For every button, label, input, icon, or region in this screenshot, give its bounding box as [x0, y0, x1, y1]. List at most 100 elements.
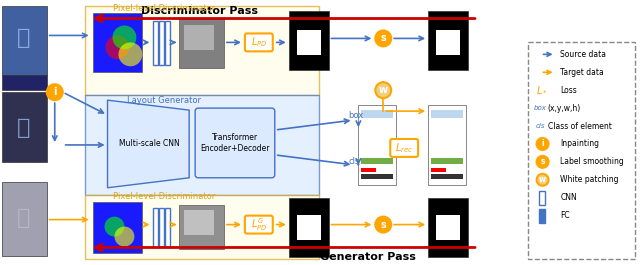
FancyBboxPatch shape [362, 168, 376, 172]
FancyBboxPatch shape [436, 28, 460, 58]
FancyBboxPatch shape [431, 168, 446, 172]
FancyBboxPatch shape [436, 55, 460, 60]
Text: Class of element: Class of element [548, 122, 611, 131]
Text: s: s [380, 220, 386, 229]
FancyBboxPatch shape [431, 174, 463, 179]
FancyBboxPatch shape [297, 28, 321, 58]
FancyBboxPatch shape [527, 42, 635, 259]
Circle shape [104, 217, 124, 237]
FancyBboxPatch shape [297, 210, 321, 215]
FancyBboxPatch shape [362, 158, 393, 164]
FancyBboxPatch shape [154, 208, 158, 248]
Circle shape [375, 217, 391, 233]
Circle shape [118, 42, 142, 66]
Text: CNN: CNN [561, 193, 577, 202]
Text: box: box [348, 111, 364, 120]
FancyBboxPatch shape [184, 25, 214, 50]
FancyBboxPatch shape [436, 25, 460, 30]
Text: Multi-scale CNN: Multi-scale CNN [119, 139, 180, 148]
Text: Inpainting: Inpainting [561, 139, 600, 148]
Text: Loss: Loss [561, 86, 577, 95]
Text: s: s [540, 157, 545, 166]
Circle shape [47, 84, 63, 100]
Text: $L_{rec}$: $L_{rec}$ [395, 141, 413, 155]
Text: Transformer
Encoder+Decoder: Transformer Encoder+Decoder [200, 133, 269, 153]
Text: s: s [380, 33, 386, 43]
Text: 人: 人 [17, 28, 31, 48]
Text: FC: FC [561, 211, 570, 220]
Text: cls: cls [536, 123, 545, 129]
Circle shape [106, 36, 129, 59]
FancyBboxPatch shape [84, 95, 319, 195]
Text: Layout Generator: Layout Generator [127, 96, 201, 105]
FancyBboxPatch shape [362, 110, 393, 118]
Text: i: i [541, 139, 544, 148]
FancyBboxPatch shape [179, 19, 224, 68]
FancyBboxPatch shape [436, 210, 460, 215]
Text: Target data: Target data [561, 68, 604, 77]
Text: w: w [539, 175, 546, 184]
Text: 人: 人 [17, 207, 31, 228]
FancyBboxPatch shape [431, 110, 463, 118]
Circle shape [115, 227, 134, 246]
Text: w: w [379, 85, 388, 95]
Text: i: i [53, 87, 56, 97]
FancyBboxPatch shape [289, 198, 328, 257]
Text: (x,y,w,h): (x,y,w,h) [548, 104, 580, 113]
FancyBboxPatch shape [539, 209, 545, 223]
FancyBboxPatch shape [358, 105, 396, 185]
FancyBboxPatch shape [297, 212, 321, 244]
FancyBboxPatch shape [362, 174, 393, 179]
FancyBboxPatch shape [289, 11, 328, 70]
FancyBboxPatch shape [2, 6, 47, 75]
FancyBboxPatch shape [184, 210, 214, 235]
Text: box: box [534, 105, 547, 111]
Circle shape [536, 138, 548, 150]
Circle shape [113, 25, 136, 49]
FancyBboxPatch shape [84, 195, 319, 259]
Polygon shape [108, 100, 189, 188]
FancyBboxPatch shape [297, 25, 321, 30]
Circle shape [375, 82, 391, 98]
Text: Discriminator Pass: Discriminator Pass [141, 6, 258, 16]
FancyBboxPatch shape [165, 20, 170, 65]
Text: White patching: White patching [561, 175, 619, 184]
Circle shape [536, 174, 548, 186]
Circle shape [375, 30, 391, 46]
FancyBboxPatch shape [436, 240, 460, 245]
FancyBboxPatch shape [436, 212, 460, 244]
FancyBboxPatch shape [93, 202, 142, 253]
Text: Pixel-level Discriminator: Pixel-level Discriminator [113, 4, 216, 13]
FancyBboxPatch shape [165, 208, 170, 248]
Text: Label smoothing: Label smoothing [561, 157, 624, 166]
FancyBboxPatch shape [431, 158, 463, 164]
FancyBboxPatch shape [428, 11, 468, 70]
Text: Generator Pass: Generator Pass [321, 253, 416, 262]
FancyBboxPatch shape [428, 105, 466, 185]
FancyBboxPatch shape [539, 191, 545, 205]
FancyBboxPatch shape [195, 108, 275, 178]
FancyBboxPatch shape [2, 92, 47, 162]
Circle shape [536, 156, 548, 168]
Text: Source data: Source data [561, 50, 607, 59]
FancyBboxPatch shape [390, 139, 418, 157]
FancyBboxPatch shape [93, 12, 142, 72]
Text: $L_{PD}$: $L_{PD}$ [251, 36, 267, 49]
Text: cls: cls [348, 157, 360, 166]
FancyBboxPatch shape [159, 208, 164, 248]
FancyBboxPatch shape [2, 182, 47, 257]
FancyBboxPatch shape [179, 205, 224, 249]
FancyBboxPatch shape [84, 6, 319, 95]
Text: $L^G_{PD}$: $L^G_{PD}$ [251, 216, 267, 233]
FancyBboxPatch shape [297, 240, 321, 245]
FancyBboxPatch shape [2, 75, 47, 90]
Text: Pixel-level Discriminator: Pixel-level Discriminator [113, 192, 216, 201]
FancyBboxPatch shape [428, 198, 468, 257]
FancyBboxPatch shape [245, 216, 273, 233]
Text: 人: 人 [17, 118, 31, 138]
FancyBboxPatch shape [154, 20, 158, 65]
FancyBboxPatch shape [159, 20, 164, 65]
FancyBboxPatch shape [245, 33, 273, 51]
Text: $L_*$: $L_*$ [536, 85, 548, 95]
FancyBboxPatch shape [297, 55, 321, 60]
